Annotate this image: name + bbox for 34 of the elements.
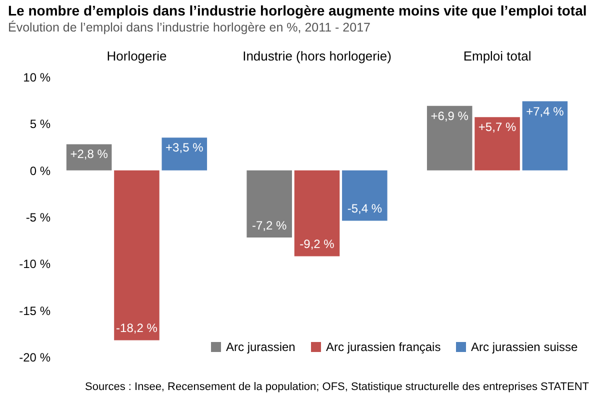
- data-label: +6,9 %: [430, 108, 469, 123]
- y-tick-label: -20 %: [19, 350, 51, 364]
- y-tick-label: 5 %: [30, 117, 51, 132]
- legend-label: Arc jurassien suisse: [471, 340, 578, 354]
- bar: [474, 117, 520, 170]
- legend-label: Arc jurassien français: [326, 340, 441, 354]
- legend-label: Arc jurassien: [226, 340, 296, 354]
- data-label: +5,7 %: [478, 120, 516, 134]
- data-label: +2,8 %: [70, 147, 108, 162]
- data-label: +7,4 %: [526, 104, 564, 118]
- data-label: -18,2 %: [116, 321, 158, 336]
- data-label: -9,2 %: [300, 237, 335, 252]
- x-tick-label: Horlogerie: [106, 48, 167, 64]
- bar: [246, 170, 292, 238]
- bar: [342, 170, 388, 221]
- data-label: +3,5 %: [166, 140, 204, 155]
- y-tick-label: -5 %: [26, 210, 51, 224]
- bar: [426, 106, 472, 170]
- bar: [294, 170, 340, 256]
- bar: [522, 101, 568, 170]
- bar: [66, 144, 112, 170]
- y-tick-label: -10 %: [19, 257, 51, 272]
- y-tick-label: 0 %: [30, 164, 51, 178]
- data-label: -5,4 %: [347, 202, 382, 216]
- source-note: Sources : Insee, Recensement de la population; OFS, Statistique structurelle des entreprises STATENT: [84, 381, 589, 393]
- bar: [162, 138, 208, 170]
- bar: [114, 170, 160, 340]
- y-tick-label: -15 %: [19, 304, 51, 318]
- data-label: -7,2 %: [252, 218, 288, 233]
- chart-subtitle: Évolution de l’emploi dans l’industrie horlogère en %, 2011 - 2017: [8, 20, 371, 34]
- x-tick-label: Industrie (hors horlogerie): [242, 48, 392, 64]
- chart-title: Le nombre d’emplois dans l’industrie horlogère augmente moins vite que l’emploi total: [8, 2, 587, 18]
- y-tick-label: 10 %: [23, 70, 51, 84]
- x-tick-label: Emploi total: [463, 48, 532, 64]
